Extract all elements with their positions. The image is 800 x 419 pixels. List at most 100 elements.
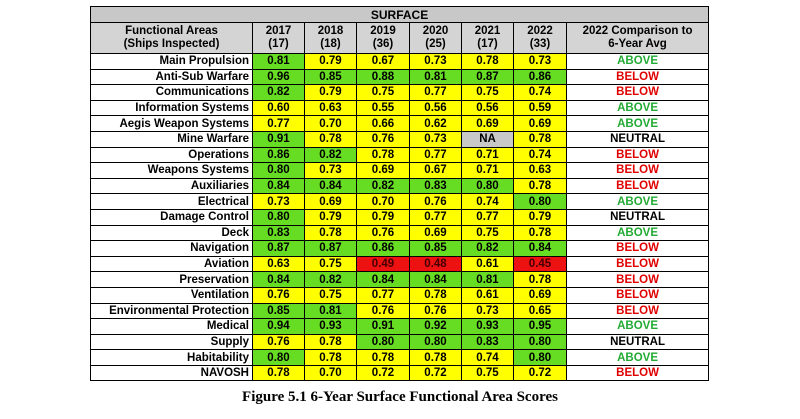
score-cell: 0.78 bbox=[513, 130, 567, 148]
score-cell: 0.80 bbox=[461, 177, 514, 195]
score-cell: 0.78 bbox=[304, 130, 357, 148]
score-cell: 0.80 bbox=[252, 349, 305, 366]
score-cell: 0.73 bbox=[513, 53, 567, 70]
score-cell: 0.75 bbox=[304, 255, 357, 273]
score-cell: 0.71 bbox=[461, 146, 514, 164]
table-row: Deck 0.83 0.78 0.76 0.69 0.75 0.78 ABOVE bbox=[90, 224, 710, 242]
score-cell: 0.84 bbox=[513, 240, 567, 257]
comparison-cell: ABOVE bbox=[565, 349, 710, 366]
score-cell: 0.80 bbox=[356, 333, 410, 351]
score-cell: 0.74 bbox=[461, 349, 514, 366]
score-cell: 0.72 bbox=[409, 364, 462, 382]
functional-area-cell: Deck bbox=[90, 224, 253, 242]
score-cell: 0.77 bbox=[461, 208, 514, 226]
score-cell: 0.85 bbox=[304, 68, 357, 86]
score-cell: 0.77 bbox=[356, 286, 410, 304]
column-header-sublabel: 6-Year Avg bbox=[608, 38, 667, 50]
score-cell: 0.69 bbox=[409, 224, 462, 242]
table-row: Navigation 0.87 0.87 0.86 0.85 0.82 0.84 BELOW bbox=[90, 240, 710, 257]
score-cell: 0.78 bbox=[513, 271, 567, 288]
functional-area-cell: Aviation bbox=[90, 255, 253, 273]
functional-area-cell: Weapons Systems bbox=[90, 162, 253, 179]
column-header: 2018 (18) bbox=[304, 22, 357, 54]
score-cell: 0.69 bbox=[356, 162, 410, 179]
column-header: 2020 (25) bbox=[409, 22, 462, 54]
column-header-label: 2019 bbox=[370, 25, 396, 37]
score-cell: 0.84 bbox=[409, 271, 462, 288]
header-row: Functional Areas (Ships Inspected) 2017 (17… bbox=[90, 22, 710, 54]
comparison-cell: BELOW bbox=[565, 302, 710, 320]
comparison-cell: ABOVE bbox=[565, 99, 710, 117]
score-cell: 0.86 bbox=[252, 146, 305, 164]
comparison-cell: ABOVE bbox=[565, 53, 710, 70]
score-cell: 0.73 bbox=[304, 162, 357, 179]
score-cell: 0.81 bbox=[252, 53, 305, 70]
functional-area-cell: Communications bbox=[90, 84, 253, 101]
score-cell: 0.77 bbox=[409, 146, 462, 164]
table-row: Supply 0.76 0.78 0.80 0.80 0.83 0.80 NEUTRAL bbox=[90, 333, 710, 351]
column-header-sublabel: (33) bbox=[529, 38, 551, 50]
score-cell: 0.55 bbox=[356, 99, 410, 117]
comparison-cell: ABOVE bbox=[565, 224, 710, 242]
table-row: Preservation 0.84 0.82 0.84 0.84 0.81 0.78 BELO… bbox=[90, 271, 710, 288]
column-header: Functional Areas (Ships Inspected) bbox=[90, 22, 253, 54]
column-header-label: Functional Areas bbox=[125, 25, 218, 37]
scores-table-container: SURFACE Functional Areas (Ships Inspected… bbox=[89, 6, 710, 382]
score-cell: 0.74 bbox=[513, 84, 567, 101]
column-header-label: 2020 bbox=[422, 25, 449, 37]
score-cell: 0.48 bbox=[409, 255, 462, 273]
functional-area-cell: Habitability bbox=[90, 349, 253, 366]
functional-area-cell: Supply bbox=[90, 333, 253, 351]
comparison-cell: BELOW bbox=[565, 177, 710, 195]
score-cell: 0.56 bbox=[409, 99, 462, 117]
functional-area-cell: Damage Control bbox=[90, 208, 253, 226]
table-row: Main Propulsion 0.81 0.79 0.67 0.73 0.78 0.73 A… bbox=[90, 53, 710, 70]
functional-area-cell: NAVOSH bbox=[90, 364, 253, 382]
score-cell: 0.63 bbox=[252, 255, 305, 273]
score-cell: 0.92 bbox=[409, 318, 462, 335]
score-cell: 0.79 bbox=[356, 208, 410, 226]
comparison-cell: BELOW bbox=[565, 286, 710, 304]
comparison-cell: ABOVE bbox=[565, 318, 710, 335]
score-cell: 0.78 bbox=[252, 364, 305, 382]
score-cell: 0.60 bbox=[252, 99, 305, 117]
score-cell: 0.80 bbox=[513, 349, 567, 366]
score-cell: 0.87 bbox=[461, 68, 514, 86]
score-cell: 0.66 bbox=[356, 115, 410, 132]
score-cell: 0.87 bbox=[252, 240, 305, 257]
comparison-cell: NEUTRAL bbox=[565, 130, 710, 148]
table-row: Operations 0.86 0.82 0.78 0.77 0.71 0.74 BELOW bbox=[90, 146, 710, 164]
score-cell: 0.82 bbox=[356, 177, 410, 195]
score-cell: 0.73 bbox=[461, 302, 514, 320]
functional-area-cell: Ventilation bbox=[90, 286, 253, 304]
table-row: Environmental Protection 0.85 0.81 0.76 0.76… bbox=[90, 302, 710, 320]
table-body: Main Propulsion 0.81 0.79 0.67 0.73 0.78 0.73 A… bbox=[90, 53, 710, 382]
score-cell: 0.93 bbox=[461, 318, 514, 335]
score-cell: 0.73 bbox=[409, 53, 462, 70]
comparison-cell: BELOW bbox=[565, 162, 710, 179]
functional-area-cell: Auxiliaries bbox=[90, 177, 253, 195]
table-row: Medical 0.94 0.93 0.91 0.92 0.93 0.95 ABOVE bbox=[90, 318, 710, 335]
score-cell: 0.81 bbox=[409, 68, 462, 86]
column-header-label: 2022 bbox=[527, 25, 553, 37]
score-cell: 0.82 bbox=[461, 240, 514, 257]
functional-area-cell: Environmental Protection bbox=[90, 302, 253, 320]
comparison-cell: BELOW bbox=[565, 271, 710, 288]
table-row: Damage Control 0.80 0.79 0.79 0.77 0.77 0.79 NE… bbox=[90, 208, 710, 226]
score-cell: 0.88 bbox=[356, 68, 410, 86]
score-cell: 0.67 bbox=[356, 53, 410, 70]
table-title: SURFACE bbox=[89, 6, 710, 23]
score-cell: 0.72 bbox=[513, 364, 567, 382]
score-cell: 0.67 bbox=[409, 162, 462, 179]
score-cell: 0.78 bbox=[304, 349, 357, 366]
score-cell: 0.70 bbox=[356, 193, 410, 210]
table-row: Aviation 0.63 0.75 0.49 0.48 0.61 0.45 BELOW bbox=[90, 255, 710, 273]
functional-area-cell: Main Propulsion bbox=[90, 53, 253, 70]
score-cell: 0.78 bbox=[356, 349, 410, 366]
score-cell: 0.78 bbox=[304, 333, 357, 351]
score-cell: 0.49 bbox=[356, 255, 410, 273]
score-cell: 0.56 bbox=[461, 99, 514, 117]
column-header-label: 2022 Comparison to bbox=[582, 25, 693, 37]
score-cell: 0.59 bbox=[513, 99, 567, 117]
column-header-sublabel: (Ships Inspected) bbox=[123, 38, 220, 50]
